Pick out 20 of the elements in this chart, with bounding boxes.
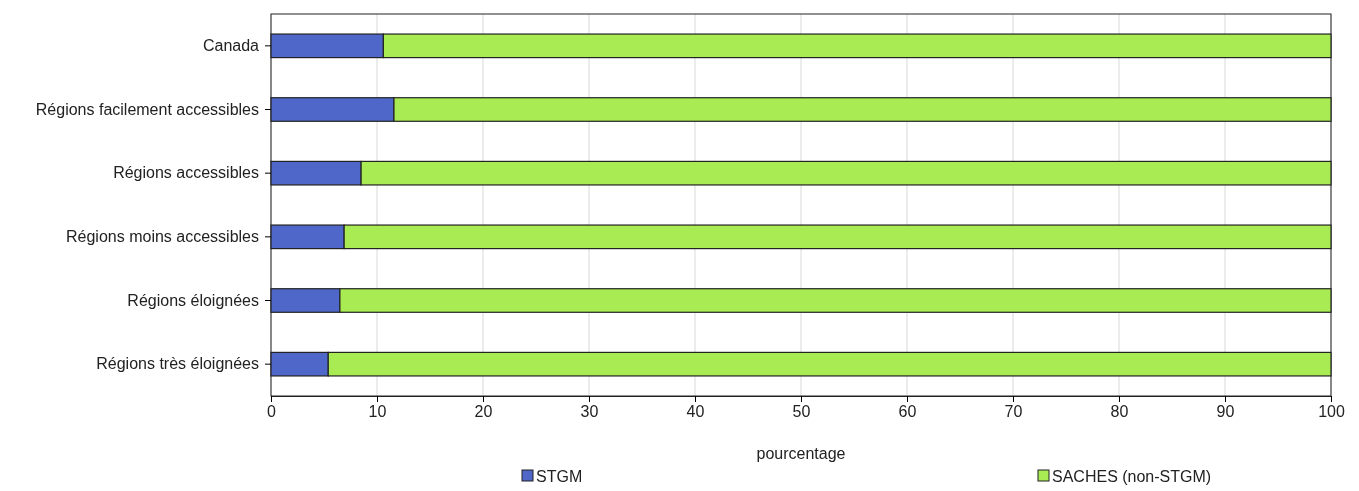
x-tick-label: 60: [898, 403, 917, 421]
y-tick-label: Canada: [202, 36, 260, 54]
y-tick-label: Régions éloignées: [127, 291, 259, 309]
legend-label: SACHES (non-STGM): [1052, 468, 1212, 485]
x-tick-label: 70: [1004, 403, 1023, 421]
y-tick-label: Régions accessibles: [113, 164, 259, 182]
x-tick-label: 80: [1110, 403, 1129, 421]
x-axis-title: pourcentage: [756, 445, 846, 462]
y-tick-label: Régions très éloignées: [96, 355, 259, 373]
x-tick-label: 30: [580, 403, 599, 421]
x-tick-label: 20: [474, 403, 493, 421]
x-tick-label: 90: [1216, 403, 1235, 421]
x-tick-label: 100: [1318, 403, 1345, 421]
x-tick-label: 50: [792, 403, 811, 421]
y-tick-label: Régions facilement accessibles: [35, 100, 259, 118]
y-tick-label: Régions moins accessibles: [66, 227, 259, 245]
x-tick-label: 40: [686, 403, 705, 421]
x-tick-label: 0: [267, 403, 277, 421]
x-tick-label: 10: [368, 403, 387, 421]
legend-label: STGM: [536, 468, 583, 485]
